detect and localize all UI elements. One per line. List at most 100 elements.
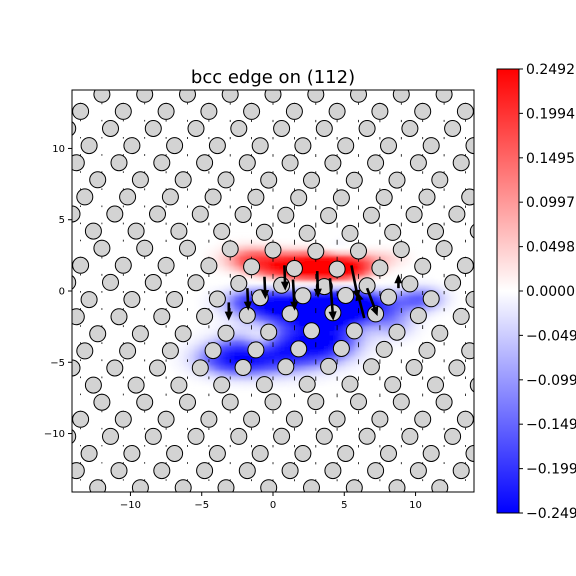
heatmap-cell	[234, 235, 241, 241]
heatmap-cell	[249, 280, 256, 286]
heatmap-cell	[279, 270, 285, 276]
atom	[418, 188, 436, 206]
heatmap-cell	[319, 315, 325, 321]
heatmap-cell	[189, 355, 196, 361]
heatmap-cell	[219, 250, 226, 256]
heatmap-cell	[204, 355, 211, 361]
heatmap-cell	[254, 375, 261, 381]
heatmap-cell	[419, 330, 425, 336]
heatmap-cell	[224, 285, 231, 291]
heatmap-cell	[424, 280, 430, 286]
chart-title: bcc edge on (112)	[191, 67, 355, 88]
heatmap-cell	[449, 300, 455, 306]
heatmap-cell	[269, 355, 275, 361]
heatmap-cell	[364, 265, 370, 271]
colorbar-tick-label: 0.1994	[526, 106, 575, 122]
atom	[72, 102, 90, 120]
atom	[427, 376, 444, 394]
heatmap-cell	[399, 265, 405, 271]
heatmap-cell	[219, 350, 226, 356]
atom	[247, 188, 265, 206]
heatmap-cell	[269, 235, 275, 241]
atom	[273, 427, 291, 445]
atom	[200, 257, 218, 275]
heatmap-cell	[369, 335, 375, 341]
heatmap-cell	[309, 370, 315, 376]
heatmap-cell	[339, 235, 345, 241]
atom	[277, 206, 295, 224]
heatmap-cell	[274, 365, 280, 371]
heatmap-cell	[289, 335, 295, 341]
atom	[303, 322, 320, 340]
heatmap-cell	[389, 320, 395, 326]
heatmap-cell	[209, 370, 216, 376]
atom	[345, 479, 363, 492]
heatmap-cell	[299, 240, 305, 246]
heatmap-cell	[234, 310, 241, 316]
atom	[475, 326, 491, 342]
heatmap-cell	[264, 255, 270, 261]
heatmap-cell	[389, 255, 395, 261]
heatmap-cell	[379, 250, 385, 256]
heatmap-cell	[214, 305, 221, 311]
heatmap-cell	[259, 315, 266, 321]
atom	[444, 427, 462, 445]
heatmap-cell	[384, 250, 390, 256]
heatmap-cell	[209, 310, 216, 316]
heatmap-cell	[364, 245, 370, 251]
heatmap-cell	[369, 270, 375, 276]
heatmap-cell	[329, 325, 335, 331]
heatmap-cell	[369, 330, 375, 336]
displacement-arrow	[280, 265, 290, 291]
heatmap-cell	[254, 275, 261, 281]
atom	[114, 102, 132, 120]
atom	[235, 514, 251, 530]
heatmap-cell	[444, 300, 450, 306]
heatmap-cell	[319, 310, 325, 316]
atom	[234, 359, 252, 376]
displacement-arrow	[365, 287, 379, 317]
heatmap-cell	[329, 320, 335, 326]
heatmap-cell	[279, 325, 285, 331]
heatmap-cell	[354, 340, 360, 346]
heatmap-cell	[244, 250, 251, 256]
heatmap-cell	[284, 330, 290, 336]
heatmap-cell	[279, 250, 285, 256]
heatmap-cell	[334, 335, 340, 341]
heatmap-cell	[354, 270, 360, 276]
heatmap-cell	[384, 280, 390, 286]
heatmap-cell	[319, 270, 325, 276]
atom	[157, 410, 175, 428]
heatmap-cell	[404, 330, 410, 336]
heatmap-cell	[344, 355, 350, 361]
heatmap-cell	[364, 295, 370, 301]
heatmap-cell	[324, 325, 330, 331]
atom	[380, 445, 397, 462]
heatmap-cell	[284, 345, 290, 351]
atom	[461, 188, 474, 206]
atom	[170, 222, 188, 240]
heatmap-cell	[289, 375, 295, 381]
heatmap-cell	[229, 385, 236, 391]
heatmap-cell	[249, 275, 256, 281]
heatmap-cell	[404, 340, 410, 346]
heatmap-cell	[434, 280, 440, 286]
heatmap-cell	[379, 300, 385, 306]
heatmap-cell	[279, 240, 285, 246]
atom	[375, 340, 393, 358]
heatmap-cell	[399, 260, 405, 266]
heatmap-cell	[204, 305, 211, 311]
heatmap-cell	[219, 265, 226, 271]
atom	[196, 154, 214, 172]
heatmap-cell	[259, 355, 266, 361]
heatmap-cell	[284, 275, 290, 281]
heatmap-cell	[269, 305, 275, 311]
heatmap-cell	[209, 375, 216, 381]
atom	[294, 445, 312, 462]
heatmap-cell	[214, 325, 221, 331]
atom	[285, 410, 303, 428]
displacement-arrow	[290, 279, 299, 311]
heatmap-cell	[329, 375, 335, 381]
atom	[435, 90, 453, 103]
heatmap-cell	[249, 360, 256, 366]
